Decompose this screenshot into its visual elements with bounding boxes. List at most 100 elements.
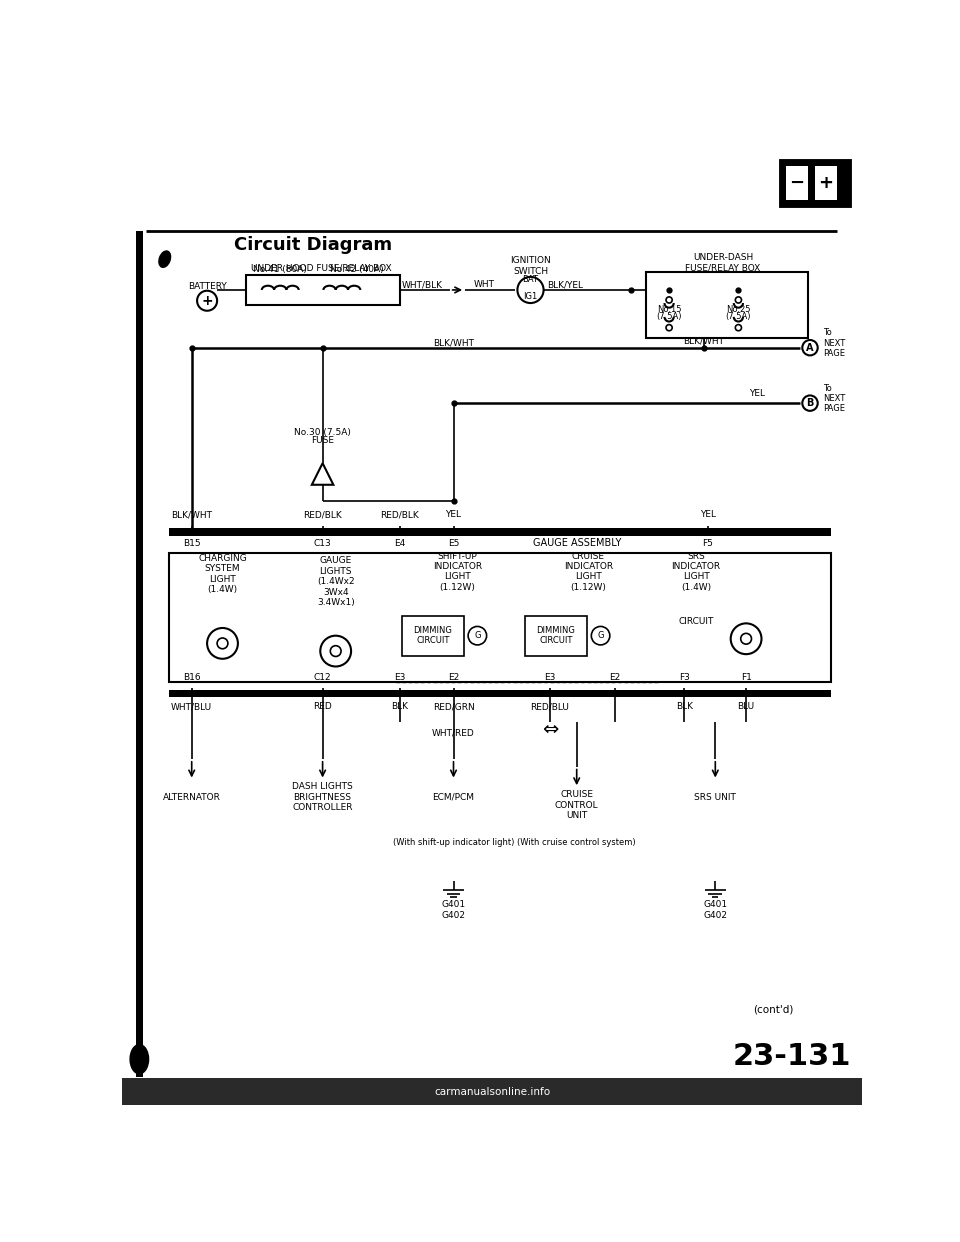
Text: RED/BLU: RED/BLU: [530, 702, 569, 710]
Circle shape: [741, 633, 752, 645]
Text: CRUISE
INDICATOR
LIGHT
(1.12W): CRUISE INDICATOR LIGHT (1.12W): [564, 551, 612, 592]
Bar: [786, 166, 808, 200]
Text: carmanualsonline.info: carmanualsonline.info: [434, 1087, 550, 1097]
Text: GAUGE ASSEMBLY: GAUGE ASSEMBLY: [533, 538, 621, 548]
Text: B: B: [806, 399, 814, 409]
Bar: [169, 689, 830, 697]
Text: No.25: No.25: [726, 304, 751, 314]
Text: F1: F1: [741, 673, 752, 682]
Circle shape: [735, 324, 741, 330]
Text: UNDER-DASH
FUSE/RELAY BOX: UNDER-DASH FUSE/RELAY BOX: [685, 253, 760, 273]
Text: BATTERY: BATTERY: [188, 282, 227, 291]
Text: G401
G402: G401 G402: [704, 900, 728, 919]
Circle shape: [666, 324, 672, 330]
Bar: [169, 528, 830, 535]
Circle shape: [735, 297, 741, 303]
Text: A: A: [806, 343, 814, 353]
Ellipse shape: [131, 1045, 149, 1074]
Text: WHT/RED: WHT/RED: [432, 729, 475, 738]
Circle shape: [803, 395, 818, 411]
Text: +: +: [818, 174, 833, 193]
Text: C12: C12: [314, 673, 331, 682]
Text: RED/GRN: RED/GRN: [433, 702, 474, 710]
Text: (With cruise control system): (With cruise control system): [517, 837, 636, 847]
Text: DIMMING
CIRCUIT: DIMMING CIRCUIT: [413, 626, 452, 646]
Text: RED/BLK: RED/BLK: [303, 510, 342, 519]
Text: GAUGE
LIGHTS
(1.4Wx2
3Wx4
3.4Wx1): GAUGE LIGHTS (1.4Wx2 3Wx4 3.4Wx1): [317, 556, 354, 607]
Text: WHT: WHT: [474, 279, 494, 289]
Text: BLK/YEL: BLK/YEL: [547, 279, 583, 289]
Text: WHT/BLU: WHT/BLU: [171, 702, 212, 710]
Circle shape: [207, 628, 238, 658]
Text: No.15: No.15: [657, 304, 682, 314]
Text: E3: E3: [394, 673, 405, 682]
Text: F3: F3: [679, 673, 690, 682]
Text: YEL: YEL: [700, 510, 715, 519]
Text: To
NEXT
PAGE: To NEXT PAGE: [823, 328, 846, 358]
Text: BLK/WHT: BLK/WHT: [433, 339, 474, 348]
Text: SRS UNIT: SRS UNIT: [694, 792, 736, 802]
Circle shape: [217, 638, 228, 648]
Text: BLU: BLU: [737, 702, 755, 710]
Text: (7.5A): (7.5A): [657, 312, 682, 320]
Text: 23-131: 23-131: [733, 1042, 852, 1071]
Circle shape: [591, 626, 610, 645]
Text: BLK/WHT: BLK/WHT: [684, 337, 724, 345]
Text: BLK: BLK: [676, 702, 693, 710]
Text: BAT: BAT: [522, 276, 539, 284]
Bar: [525, 616, 587, 656]
Text: (With shift-up indicator light): (With shift-up indicator light): [393, 837, 515, 847]
Text: BLK/WHT: BLK/WHT: [171, 510, 212, 519]
Text: +: +: [202, 293, 213, 308]
Text: UNDER HOOD FUSE/RELAY BOX: UNDER HOOD FUSE/RELAY BOX: [251, 263, 392, 273]
Text: E2: E2: [610, 673, 621, 682]
Text: B15: B15: [183, 539, 201, 548]
Circle shape: [197, 291, 217, 310]
Text: Circuit Diagram: Circuit Diagram: [234, 236, 393, 253]
Bar: [815, 166, 837, 200]
Text: FUSE: FUSE: [311, 436, 334, 446]
Text: SHIFT-UP
INDICATOR
LIGHT
(1.12W): SHIFT-UP INDICATOR LIGHT (1.12W): [433, 551, 482, 592]
Circle shape: [517, 277, 543, 303]
Text: G: G: [597, 631, 604, 640]
Circle shape: [666, 297, 672, 303]
Text: G: G: [474, 631, 481, 640]
Ellipse shape: [159, 251, 171, 267]
Text: (cont'd): (cont'd): [753, 1005, 793, 1015]
Bar: [402, 616, 464, 656]
Bar: [169, 553, 830, 682]
Bar: [246, 274, 399, 306]
Circle shape: [330, 646, 341, 657]
Bar: [123, 1078, 861, 1105]
Text: F5: F5: [702, 539, 713, 548]
Text: DIMMING
CIRCUIT: DIMMING CIRCUIT: [537, 626, 575, 646]
Text: ECM/PCM: ECM/PCM: [433, 792, 474, 802]
Text: SRS
INDICATOR
LIGHT
(1.4W): SRS INDICATOR LIGHT (1.4W): [671, 551, 721, 592]
Text: E2: E2: [448, 673, 459, 682]
Bar: [136, 231, 143, 1077]
Text: C13: C13: [314, 539, 331, 548]
Text: CRUISE
CONTROL
UNIT: CRUISE CONTROL UNIT: [555, 790, 598, 820]
Bar: [646, 272, 807, 338]
Text: WHT/BLK: WHT/BLK: [402, 279, 444, 289]
Circle shape: [731, 623, 761, 655]
Text: E3: E3: [544, 673, 556, 682]
Text: YEL: YEL: [750, 390, 765, 399]
Circle shape: [468, 626, 487, 645]
Text: RED/BLK: RED/BLK: [380, 510, 419, 519]
Text: ALTERNATOR: ALTERNATOR: [163, 792, 221, 802]
Text: BLK: BLK: [391, 702, 408, 710]
Text: RED: RED: [313, 702, 332, 710]
Text: YEL: YEL: [445, 510, 462, 519]
Text: To
NEXT
PAGE: To NEXT PAGE: [823, 384, 846, 414]
Text: (7.5A): (7.5A): [726, 312, 751, 320]
Circle shape: [803, 340, 818, 355]
Text: G401
G402: G401 G402: [442, 900, 466, 919]
Text: CIRCUIT: CIRCUIT: [679, 617, 713, 626]
Text: ⇔: ⇔: [541, 720, 558, 739]
Text: IG1: IG1: [523, 292, 538, 302]
Text: DASH LIGHTS
BRIGHTNESS
CONTROLLER: DASH LIGHTS BRIGHTNESS CONTROLLER: [292, 782, 353, 812]
Text: B16: B16: [183, 673, 201, 682]
Text: No.42 (40A): No.42 (40A): [330, 266, 384, 274]
Text: CHARGING
SYSTEM
LIGHT
(1.4W): CHARGING SYSTEM LIGHT (1.4W): [198, 554, 247, 594]
